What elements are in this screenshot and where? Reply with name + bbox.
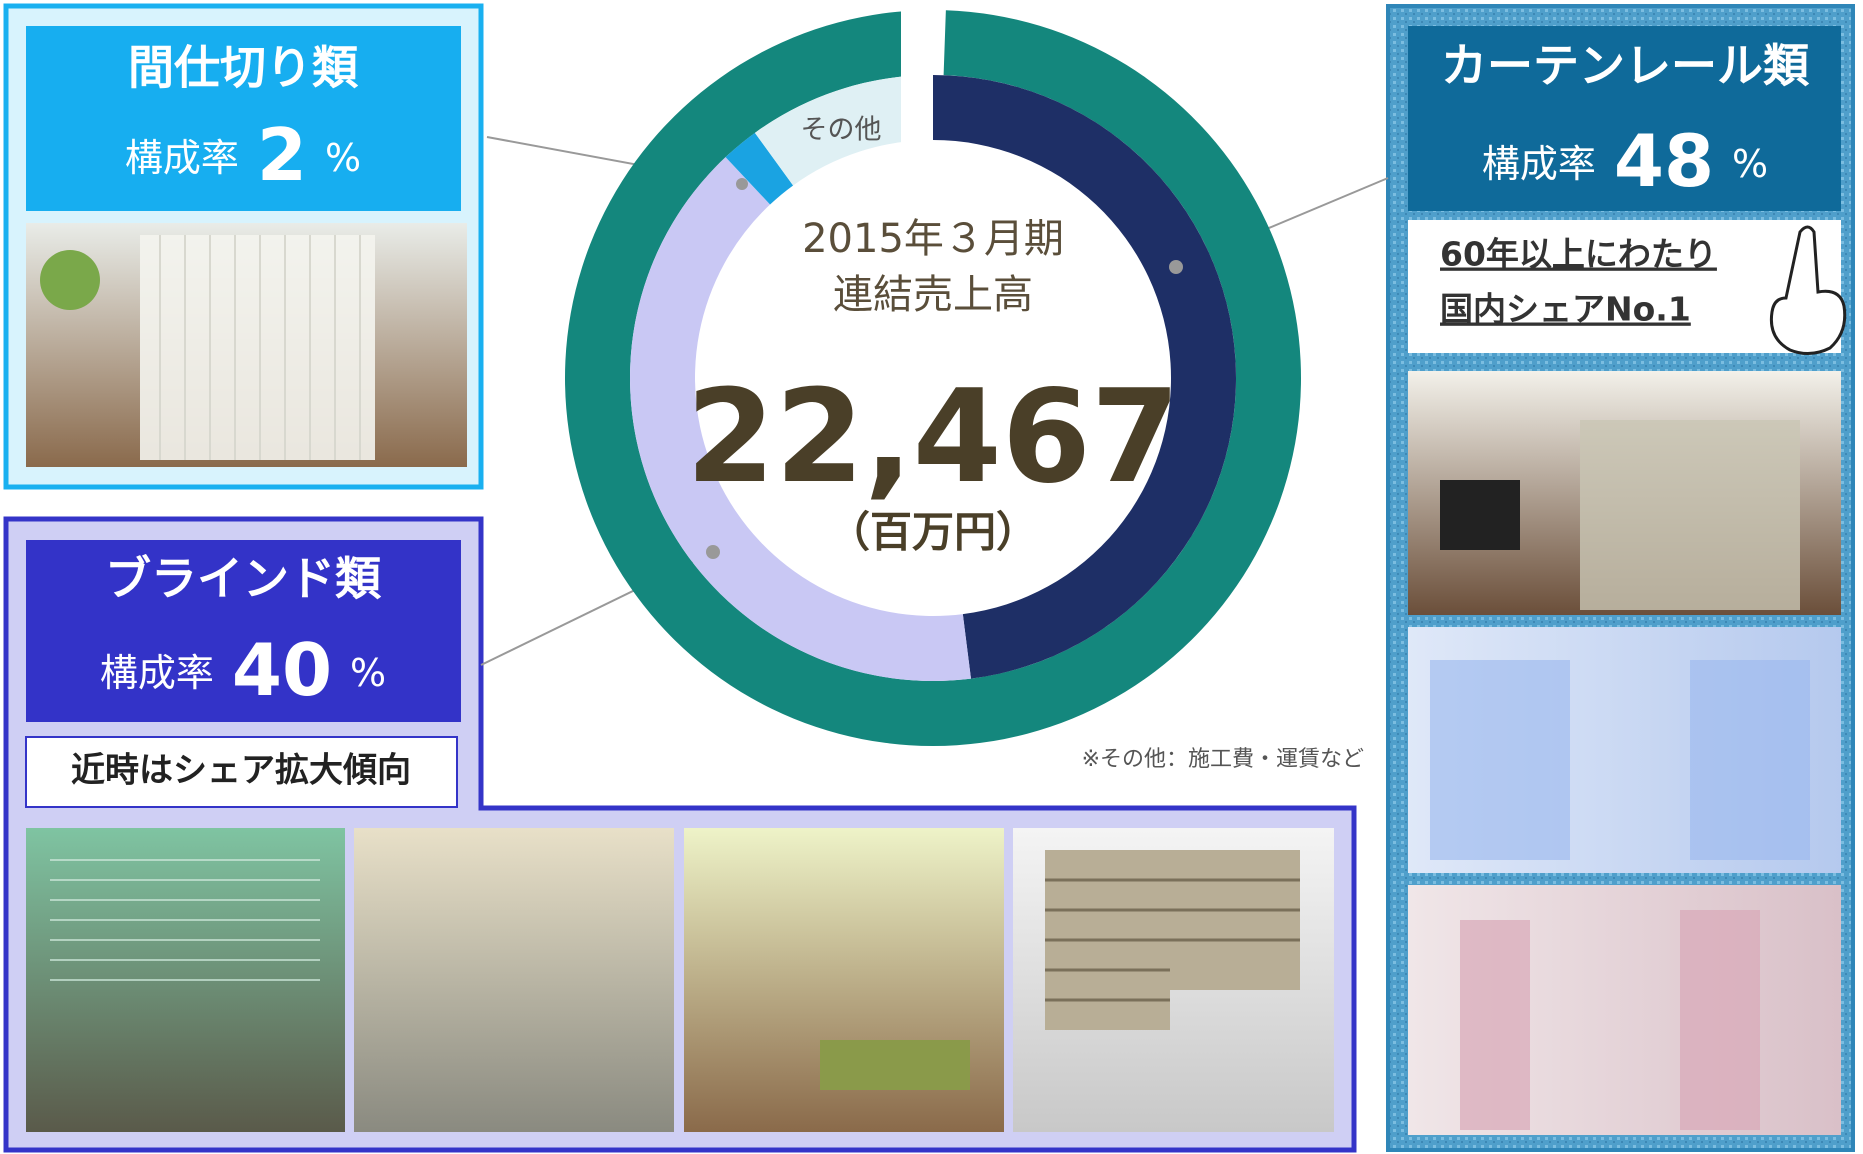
unit-label: %	[1732, 142, 1768, 186]
curtain-header	[1408, 26, 1841, 211]
partition-title: 間仕切り類	[128, 41, 359, 95]
donut-segment	[933, 75, 1237, 679]
share-label: 構成率	[1482, 142, 1596, 186]
leader-dot	[706, 545, 720, 559]
center-subtitle: 連結売上高	[833, 272, 1033, 318]
other-label: その他	[801, 115, 882, 146]
donut-segment	[725, 132, 794, 205]
ring-gap	[901, 6, 933, 146]
donut: その他	[565, 6, 1301, 746]
blind-title: ブラインド類	[105, 552, 382, 606]
unit-label: %	[350, 651, 386, 695]
curtain-note-1: 60年以上にわたり	[1440, 235, 1717, 274]
share-label: 構成率	[100, 651, 214, 695]
leader-dot	[736, 178, 748, 190]
share-value: 2	[257, 113, 307, 197]
curtain-photos	[1408, 371, 1841, 1135]
hand-icon	[1769, 225, 1847, 355]
curtain-title: カーテンレール類	[1441, 39, 1810, 93]
blind-note-box	[25, 736, 458, 808]
curtain-note-2: 国内シェアNo.1	[1440, 290, 1691, 329]
center-title: 2015年３月期	[802, 216, 1064, 262]
partition-header	[26, 26, 461, 211]
share-value: 40	[232, 628, 332, 712]
footnote: ※その他：施工費・運賃など	[1082, 747, 1364, 772]
blind-note: 近時はシェア拡大傾向	[71, 751, 411, 791]
donut-segment	[754, 75, 933, 186]
unit-label: %	[325, 136, 361, 180]
total-unit: （百万円）	[828, 508, 1038, 557]
share-value: 48	[1614, 119, 1714, 203]
partition-photo	[26, 223, 467, 467]
partition-share: 構成率 2%	[125, 113, 361, 197]
blind-photos	[26, 828, 1334, 1132]
leader-dot	[1169, 260, 1183, 274]
blind-header	[26, 540, 461, 722]
total-value: 22,467	[686, 363, 1180, 512]
share-label: 構成率	[125, 136, 239, 180]
blind-share: 構成率 40%	[100, 628, 386, 712]
curtain-note-box	[1408, 220, 1841, 353]
curtain-share: 構成率 48%	[1482, 119, 1768, 203]
